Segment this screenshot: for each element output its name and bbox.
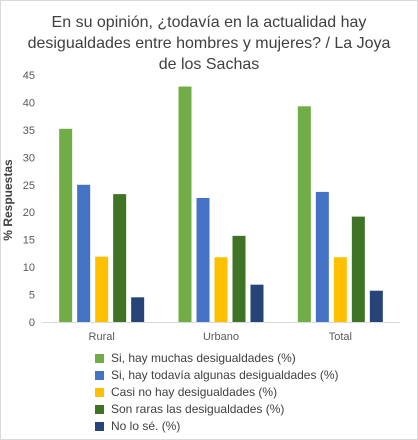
y-axis-label: % Respuestas: [1, 159, 15, 241]
legend-item: Si, hay todavía algunas desigualdades (%…: [95, 367, 338, 384]
bar: [351, 216, 365, 322]
bar: [95, 256, 109, 322]
y-tick-label: 20: [23, 207, 35, 219]
bar: [196, 197, 210, 322]
legend-swatch: [95, 354, 104, 363]
legend-swatch: [95, 371, 104, 380]
x-tick-label: Total: [329, 331, 352, 343]
y-tick-label: 30: [23, 152, 35, 164]
legend-label: No lo sé. (%): [111, 419, 181, 433]
chart-title-line-2: desigualdades entre hombres y mujeres? /…: [27, 35, 391, 52]
bar: [315, 191, 329, 322]
bar: [250, 284, 264, 322]
bar: [369, 290, 383, 322]
legend-label: Casi no hay desigualdades (%): [111, 385, 278, 399]
bar: [214, 257, 228, 322]
bar: [59, 128, 73, 322]
legend-label: Si, hay todavía algunas desigualdades (%…: [111, 368, 339, 382]
y-tick-label: 45: [23, 70, 35, 82]
legend-item: Si, hay muchas desigualdades (%): [95, 350, 338, 367]
legend-swatch: [95, 388, 104, 397]
legend-swatch: [95, 422, 104, 431]
chart-legend: Si, hay muchas desigualdades (%) Si, hay …: [95, 350, 338, 435]
bar: [77, 184, 91, 322]
y-tick-label: 5: [29, 290, 35, 302]
x-tick-label: Rural: [89, 331, 115, 343]
bar: [333, 257, 347, 322]
y-tick-label: 35: [23, 125, 35, 137]
legend-swatch: [95, 405, 104, 414]
y-tick-label: 0: [29, 317, 35, 329]
y-tick-label: 40: [23, 97, 35, 109]
y-tick-label: 15: [23, 235, 35, 247]
bar: [131, 297, 145, 322]
legend-item: No lo sé. (%): [95, 418, 338, 435]
bar: [232, 235, 246, 322]
chart-title-line-3: de los Sachas: [158, 56, 260, 73]
y-tick-label: 25: [23, 180, 35, 192]
x-tick-label: Urbano: [203, 331, 239, 343]
bar: [297, 106, 311, 322]
bar: [113, 194, 127, 322]
legend-item: Son raras las desigualdades (%): [95, 401, 338, 418]
chart-title: En su opinión, ¿todavía en la actualidad…: [20, 12, 398, 75]
y-tick-label: 10: [23, 262, 35, 274]
chart-title-line-1: En su opinión, ¿todavía en la actualidad…: [51, 14, 367, 31]
legend-label: Son raras las desigualdades (%): [111, 402, 285, 416]
legend-label: Si, hay muchas desigualdades (%): [111, 351, 296, 365]
bar: [178, 86, 192, 322]
legend-item: Casi no hay desigualdades (%): [95, 384, 338, 401]
